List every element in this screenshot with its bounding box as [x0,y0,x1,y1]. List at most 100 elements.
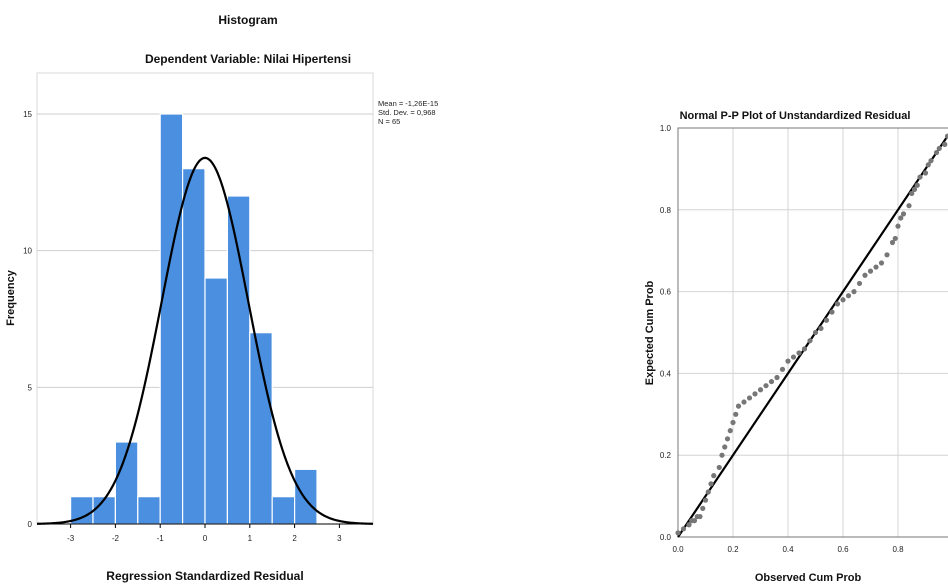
pp-data-point [785,358,791,364]
pp-x-tick-label: 0.2 [727,545,739,554]
pp-data-point [719,452,725,458]
pp-x-tick-label: 0.0 [672,545,684,554]
pp-y-tick-label: 0.8 [660,206,672,215]
pp-y-tick-label: 0.0 [660,533,672,542]
pp-data-point [936,145,942,152]
pp-data-point [925,162,931,168]
pp-data-point [909,190,915,197]
pp-data-point [829,309,835,315]
pp-data-point [812,329,819,336]
pp-data-point [724,436,731,442]
pp-data-point [818,325,824,332]
pp-data-point [779,366,786,372]
histogram-x-tick-label: 3 [337,534,342,543]
histogram-y-tick-label: 5 [28,383,33,392]
pp-plot-area [677,127,948,538]
pp-data-point [834,301,841,307]
histogram-y-ticks: 0 5 10 15 [23,110,32,529]
histogram-bar [226,195,251,525]
pp-data-point [763,383,769,389]
pp-data-point [790,354,797,360]
histogram-chart: Histogram Dependent Variable: Nilai Hipe… [5,13,438,583]
histogram-x-axis-label: Regression Standardized Residual [106,569,303,583]
pp-data-point [917,174,923,180]
histogram-x-tick-label: -3 [67,534,75,543]
pp-data-point [862,272,868,278]
pp-data-point [730,419,736,426]
pp-data-point [752,391,758,397]
pp-data-point [741,399,747,405]
histogram-bar [182,168,206,525]
pp-data-point [801,346,808,352]
pp-data-point [840,297,846,303]
pp-data-point [796,350,802,356]
pp-data-point [757,387,764,393]
histogram-y-tick-label: 10 [23,247,32,256]
pp-plot-chart: Normal P-P Plot of Unstandardized Residu… [644,110,948,584]
pp-data-point [733,411,739,417]
histogram-bar [159,113,184,525]
histogram-x-tick-label: 1 [248,534,253,543]
histogram-x-tick-label: -2 [112,534,120,543]
pp-data-point [878,260,885,266]
pp-data-point [697,513,703,520]
pp-data-point [892,235,898,242]
pp-data-point [845,293,852,299]
histogram-subtitle: Dependent Variable: Nilai Hipertensi [145,52,351,66]
pp-data-point [914,182,920,188]
pp-data-point [680,526,687,532]
pp-y-tick-label: 0.6 [660,288,672,297]
histogram-bar [137,496,161,525]
pp-data-point [807,338,813,344]
histogram-bars [69,113,318,525]
pp-data-points [675,133,948,536]
pp-data-point [867,268,874,274]
pp-y-axis-label: Expected Cum Prob [644,280,656,385]
pp-data-point [716,464,722,471]
pp-data-point [722,444,728,450]
pp-data-point [686,522,692,528]
pp-x-tick-label: 0.8 [892,545,904,554]
pp-y-ticks: 0.0 0.2 0.4 0.6 0.8 1.0 [660,124,672,542]
pp-data-point [898,215,904,221]
pp-plot-title: Normal P-P Plot of Unstandardized Residu… [680,110,911,122]
histogram-x-tick-label: 0 [203,534,208,543]
pp-data-point [873,264,879,270]
pp-x-tick-label: 0.6 [837,545,849,554]
pp-y-tick-label: 0.4 [660,369,672,378]
pp-data-point [700,505,706,511]
pp-x-ticks: 0.00.20.40.60.81.0 [672,545,948,554]
histogram-x-ticks: -3 -2 -1 0 1 2 3 [67,524,342,543]
histogram-title: Histogram [218,13,277,27]
pp-data-point [705,489,711,495]
pp-data-point [933,149,940,156]
pp-data-point [942,141,948,147]
stats-std-dev: Std. Dev. = 0,968 [378,108,436,117]
histogram-bar [294,468,318,525]
pp-data-point [735,403,742,409]
histogram-y-axis-label: Frequency [5,269,17,326]
pp-data-point [711,473,717,479]
pp-y-tick-label: 0.2 [660,451,672,460]
pp-data-point [900,211,907,217]
stats-mean: Mean = -1,26E-15 [378,99,438,108]
histogram-bar [271,496,296,525]
pp-data-point [922,170,929,176]
pp-x-axis-label: Observed Cum Prob [755,572,862,584]
pp-data-point [702,497,709,503]
stats-n: N = 65 [378,117,400,126]
pp-data-point [911,186,918,192]
pp-data-point [856,280,863,287]
pp-data-point [884,252,890,258]
pp-y-tick-label: 1.0 [660,124,672,133]
pp-data-point [675,530,681,536]
pp-data-point [944,133,948,139]
histogram-y-tick-label: 0 [28,520,33,529]
pp-data-point [895,223,901,229]
normal-curve [36,156,374,525]
pp-data-point [823,317,830,323]
pp-data-point [746,395,753,401]
pp-data-point [928,158,934,164]
pp-data-point [727,428,733,434]
